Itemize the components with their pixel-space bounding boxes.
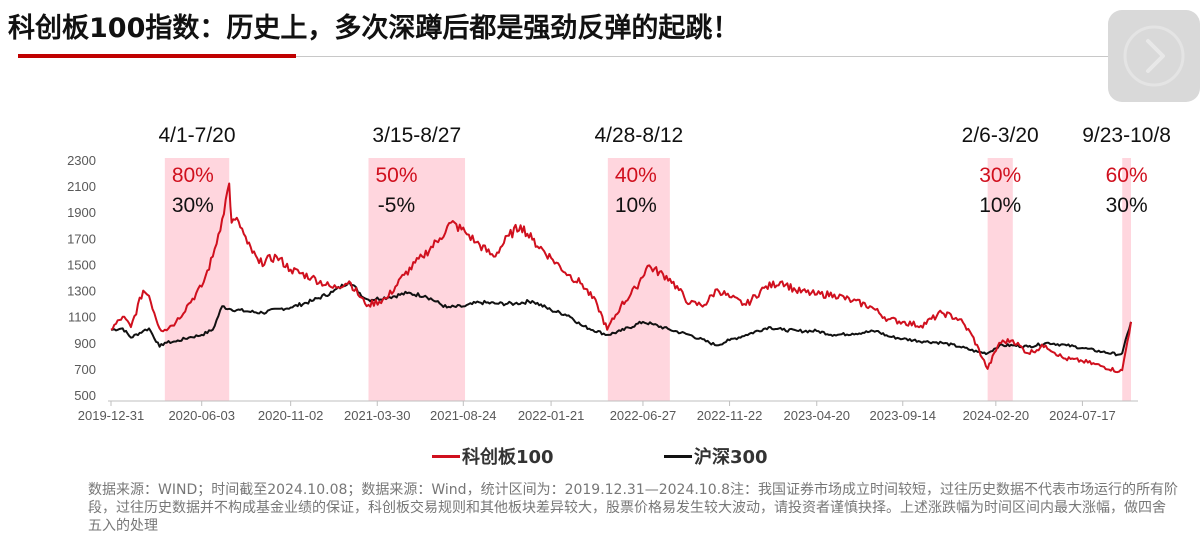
series-lines: [110, 182, 1132, 374]
x-tick-label: 2020-11-02: [258, 408, 324, 423]
highlight-band: [1122, 158, 1131, 401]
x-tick-label: 2022-11-22: [697, 408, 763, 423]
y-tick-label: 1500: [67, 257, 96, 272]
x-tick-label: 2022-06-27: [610, 408, 677, 423]
x-tick-label: 2020-06-03: [168, 408, 235, 423]
x-tick-label: 2023-09-14: [870, 408, 937, 423]
page-title: 科创板100指数：历史上，多次深蹲后都是强劲反弹的起跳！: [8, 13, 740, 44]
legend-label-hs300: 沪深300: [694, 447, 768, 468]
kc100-change-label: 80%: [172, 164, 214, 187]
y-tick-label: 900: [74, 336, 96, 351]
kc100-change-label: 50%: [375, 164, 417, 187]
hs300-change-label: 10%: [979, 194, 1021, 217]
x-tick-label: 2019-12-31: [78, 408, 145, 423]
y-tick-label: 2300: [67, 153, 96, 168]
title-underline: [18, 54, 296, 58]
legend-swatch-hs300: [664, 455, 692, 458]
period-annotations: 4/1-7/20 80% 30% 3/15-8/27 50% -5% 4/28-8/12 40…: [158, 124, 1170, 217]
y-tick-label: 1900: [67, 205, 96, 220]
x-tick-label: 2021-08-24: [430, 408, 497, 423]
hs300-change-label: 30%: [172, 194, 214, 217]
series-line-kc100: [110, 182, 1132, 374]
x-tick-label: 2024-07-17: [1049, 408, 1116, 423]
footnote: 数据来源：WIND；时间截至2024.10.08；数据来源：Wind，统计区间为…: [88, 482, 1178, 534]
y-tick-label: 1100: [68, 310, 96, 325]
highlight-band: [164, 158, 230, 401]
period-label: 4/28-8/12: [594, 124, 683, 147]
x-tick-label: 2021-03-30: [344, 408, 411, 423]
period-label: 2/6-3/20: [962, 124, 1039, 147]
period-label: 4/1-7/20: [158, 124, 235, 147]
highlight-band: [368, 158, 466, 401]
legend-swatch-kc100: [432, 455, 460, 458]
hs300-change-label: 10%: [615, 194, 657, 217]
title-rule: [296, 56, 1166, 57]
y-tick-label: 1700: [67, 231, 96, 246]
series-line-hs300: [110, 280, 1132, 357]
hs300-change-label: -5%: [378, 194, 415, 217]
hs300-change-label: 30%: [1106, 194, 1148, 217]
next-slide-button[interactable]: [1108, 10, 1200, 102]
y-tick-label: 1300: [67, 284, 96, 299]
x-tick-label: 2023-04-20: [783, 408, 850, 423]
period-label: 3/15-8/27: [372, 124, 461, 147]
period-label: 9/23-10/8: [1082, 124, 1171, 147]
highlight-band: [607, 158, 670, 401]
highlight-bands: [164, 158, 1131, 401]
y-tick-label: 2100: [67, 179, 96, 194]
x-axis: 2019-12-31 2020-06-03 2020-11-02 2021-03-30…: [78, 400, 1138, 423]
x-tick-label: 2022-01-21: [518, 408, 585, 423]
y-axis: 500 700 900 1100 1300 1500 1700 1900 2100 2300: [67, 153, 96, 403]
chevron-right-icon: [1123, 25, 1185, 87]
kc100-change-label: 40%: [615, 164, 657, 187]
legend-label-kc100: 科创板100: [462, 447, 554, 468]
kc100-change-label: 30%: [979, 164, 1021, 187]
y-tick-label: 500: [74, 388, 96, 403]
kc100-change-label: 60%: [1106, 164, 1148, 187]
x-tick-label: 2024-02-20: [963, 408, 1030, 423]
y-tick-label: 700: [74, 362, 96, 377]
